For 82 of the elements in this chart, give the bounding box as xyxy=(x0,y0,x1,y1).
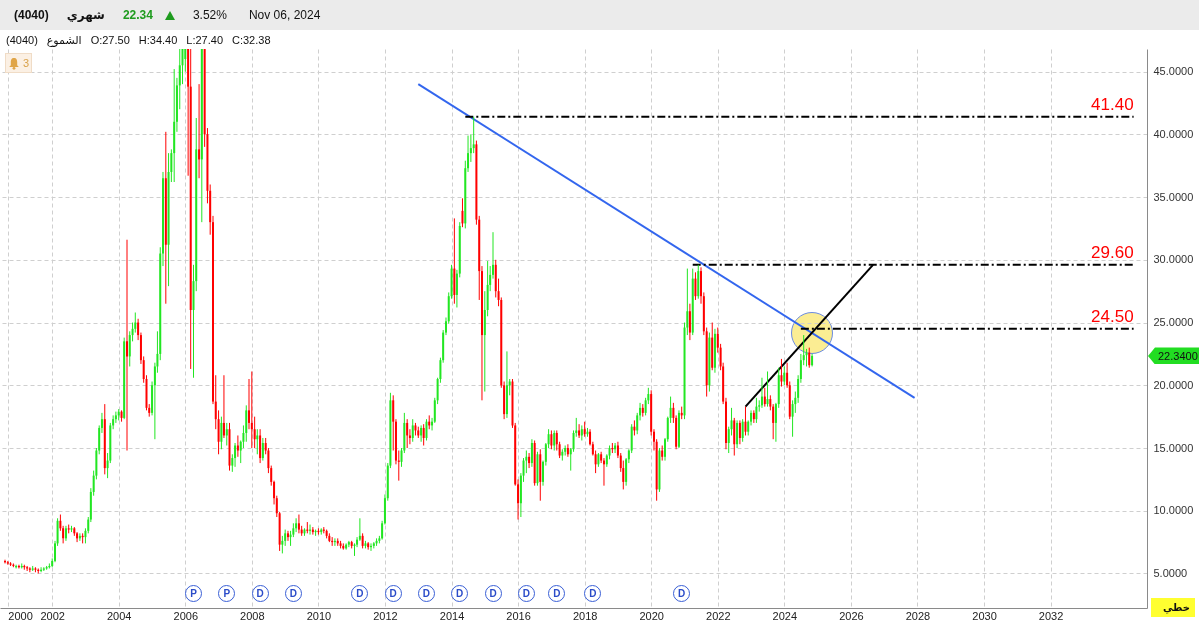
candlestick xyxy=(297,514,300,534)
circle-badge: D xyxy=(673,584,691,602)
candlestick xyxy=(783,365,786,386)
y-tick-label: 40.0000 xyxy=(1153,127,1194,140)
candlestick xyxy=(422,423,425,447)
y-tick-label: 10.0000 xyxy=(1153,504,1194,517)
bell-button: 3 xyxy=(5,53,32,73)
candlestick xyxy=(550,429,553,450)
x-tick-label: 2032 xyxy=(1038,609,1064,622)
circle-badge: D xyxy=(584,584,602,602)
candlestick xyxy=(528,452,531,469)
candlestick xyxy=(694,271,697,301)
text: L:27.40 xyxy=(186,34,223,47)
text: خطي xyxy=(1151,598,1195,617)
candlestick xyxy=(184,49,187,73)
chart-title: (4040) xyxy=(14,8,49,22)
x-tick-label: 2026 xyxy=(839,609,864,622)
chart-subtitle: شهري xyxy=(66,8,105,22)
circle-badge: P xyxy=(185,584,202,602)
circle-badge: D xyxy=(548,584,566,602)
x-tick-label: 2014 xyxy=(439,609,465,622)
text: O:27.50 xyxy=(90,34,130,47)
candlestick xyxy=(425,418,428,441)
text: H:34.40 xyxy=(138,34,178,47)
text: C:32.38 xyxy=(232,34,271,47)
data-label: 29.60 xyxy=(1091,242,1134,262)
text: (4040) xyxy=(6,34,38,47)
x-tick-label: 2030 xyxy=(972,609,997,622)
candlestick xyxy=(126,239,128,452)
x-tick-label: 2022 xyxy=(706,609,731,622)
text: الشموع xyxy=(46,34,82,47)
candlestick xyxy=(420,424,423,443)
y-tick-label: 5.0000 xyxy=(1153,566,1188,579)
candlestick xyxy=(461,197,464,228)
y-tick-label: 25.0000 xyxy=(1153,316,1194,329)
circle-badge: D xyxy=(484,584,502,602)
x-tick-label: 2012 xyxy=(373,609,398,622)
x-tick-label: 2004 xyxy=(106,609,132,622)
candlestick xyxy=(222,374,225,439)
x-tick-label: 2024 xyxy=(772,609,798,622)
candlestick xyxy=(256,428,259,455)
candlestick xyxy=(253,416,256,449)
x-tick-label: 2002 xyxy=(40,609,65,622)
circle-badge: D xyxy=(384,584,402,602)
x-tick-label: 2008 xyxy=(240,609,265,622)
y-tick-label: 30.0000 xyxy=(1153,253,1194,266)
annotation: 3 xyxy=(22,57,30,69)
text: 22.34 xyxy=(122,8,153,22)
circle-badge: D xyxy=(251,584,269,602)
candlestick xyxy=(198,83,201,179)
y-tick-label: 35.0000 xyxy=(1153,190,1194,203)
candlestick xyxy=(755,397,758,424)
text: Nov 06, 2024 xyxy=(248,8,321,22)
x-tick-label: 2028 xyxy=(905,609,931,622)
x-tick-label: 2016 xyxy=(506,609,531,622)
candlestick xyxy=(406,418,409,449)
candlestick xyxy=(295,517,298,533)
y-tick-label: 45.0000 xyxy=(1153,65,1194,78)
x-tick-label: 2020 xyxy=(639,609,664,622)
circle-badge: D xyxy=(351,584,369,602)
candlestick xyxy=(738,419,741,445)
candlestick xyxy=(763,387,766,408)
x-tick-label: 2000 xyxy=(8,609,33,622)
data-label: 24.50 xyxy=(1091,306,1134,326)
candlestick xyxy=(259,428,262,464)
text: 3.52% xyxy=(192,8,227,22)
candlestick xyxy=(225,422,228,447)
x-tick-label: 2010 xyxy=(306,609,332,622)
circle-badge: D xyxy=(284,584,302,602)
candlestick xyxy=(287,530,289,542)
y-tick-label: 15.0000 xyxy=(1153,441,1194,454)
circle-badge: D xyxy=(418,584,435,602)
text: 22.3400 xyxy=(1148,347,1199,365)
x-tick-label: 2006 xyxy=(173,609,199,622)
circle-badge: P xyxy=(218,584,236,602)
circle-badge: D xyxy=(517,584,535,602)
data-label: 41.40 xyxy=(1091,94,1134,114)
candlestick xyxy=(766,370,769,408)
y-tick-label: 20.0000 xyxy=(1153,378,1194,391)
circle-badge: D xyxy=(451,584,469,602)
x-tick-label: 2018 xyxy=(572,609,598,622)
candlestick xyxy=(250,370,253,449)
